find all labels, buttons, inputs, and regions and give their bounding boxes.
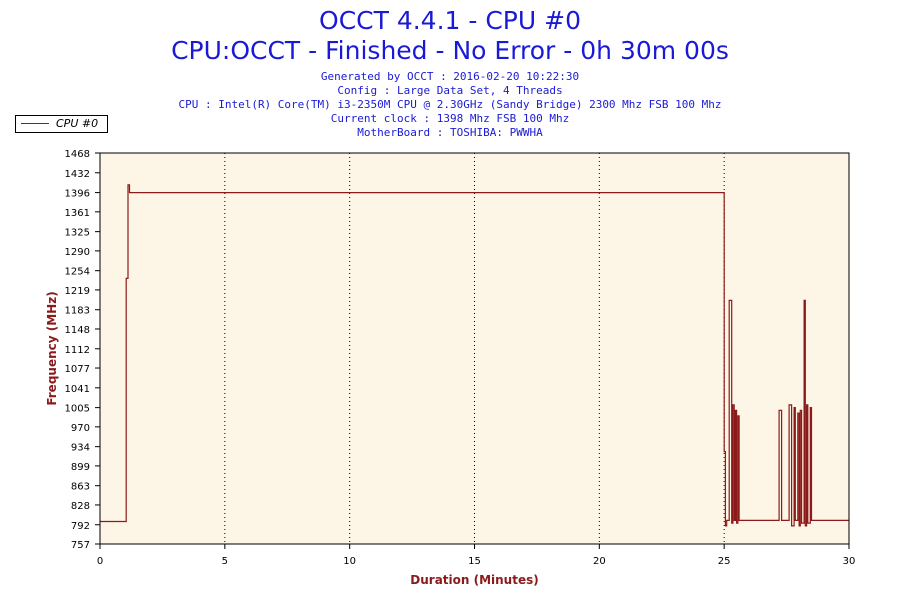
- info-generated: Generated by OCCT : 2016-02-20 10:22:30: [320, 70, 580, 83]
- info-current-clock: Current clock : 1398 Mhz FSB 100 Mhz: [330, 112, 570, 125]
- y-tick-label: 1148: [65, 325, 90, 336]
- y-axis-title: Frequency (MHz): [45, 291, 59, 405]
- x-axis-title: Duration (Minutes): [410, 573, 538, 587]
- y-tick-label: 1290: [65, 247, 90, 258]
- tick-labels: 7577928288638999349701005104110771112114…: [65, 149, 856, 567]
- y-tick-label: 1254: [65, 267, 90, 278]
- y-tick-label: 1325: [65, 228, 90, 239]
- axes: [95, 152, 850, 549]
- y-tick-label: 863: [71, 482, 90, 493]
- x-tick-label: 20: [593, 556, 606, 567]
- y-tick-label: 828: [71, 501, 90, 512]
- x-tick-label: 10: [343, 556, 356, 567]
- y-tick-label: 899: [71, 462, 90, 473]
- chart-subtitle: CPU:OCCT - Finished - No Error - 0h 30m …: [171, 36, 729, 65]
- x-tick-label: 25: [718, 556, 731, 567]
- x-tick-label: 15: [468, 556, 481, 567]
- y-tick-label: 1396: [65, 189, 90, 200]
- chart-legend: CPU #0: [15, 115, 108, 133]
- legend-swatch: [21, 123, 49, 124]
- y-tick-label: 1112: [65, 345, 90, 356]
- info-cpu: CPU : Intel(R) Core(TM) i3-2350M CPU @ 2…: [178, 98, 722, 111]
- y-tick-label: 757: [71, 540, 90, 551]
- y-tick-label: 934: [71, 443, 90, 454]
- series-layer: [100, 184, 849, 527]
- y-tick-label: 1432: [65, 169, 90, 180]
- legend-label: CPU #0: [56, 117, 99, 130]
- y-tick-label: 1077: [65, 364, 90, 375]
- y-tick-label: 792: [71, 521, 90, 532]
- info-config: Config : Large Data Set, 4 Threads: [337, 84, 563, 97]
- y-tick-label: 1219: [65, 286, 90, 297]
- y-tick-label: 1361: [65, 208, 90, 219]
- info-motherboard: MotherBoard : TOSHIBA: PWWHA: [357, 126, 543, 139]
- series-line-cpu0: [100, 184, 849, 527]
- y-tick-label: 1183: [65, 306, 90, 317]
- y-tick-label: 1005: [65, 404, 90, 415]
- y-tick-label: 970: [71, 423, 90, 434]
- y-tick-label: 1468: [65, 149, 90, 160]
- x-tick-label: 0: [97, 556, 103, 567]
- x-tick-label: 30: [843, 556, 856, 567]
- x-tick-label: 5: [222, 556, 228, 567]
- chart-title: OCCT 4.4.1 - CPU #0: [319, 6, 581, 35]
- y-tick-label: 1041: [65, 384, 90, 395]
